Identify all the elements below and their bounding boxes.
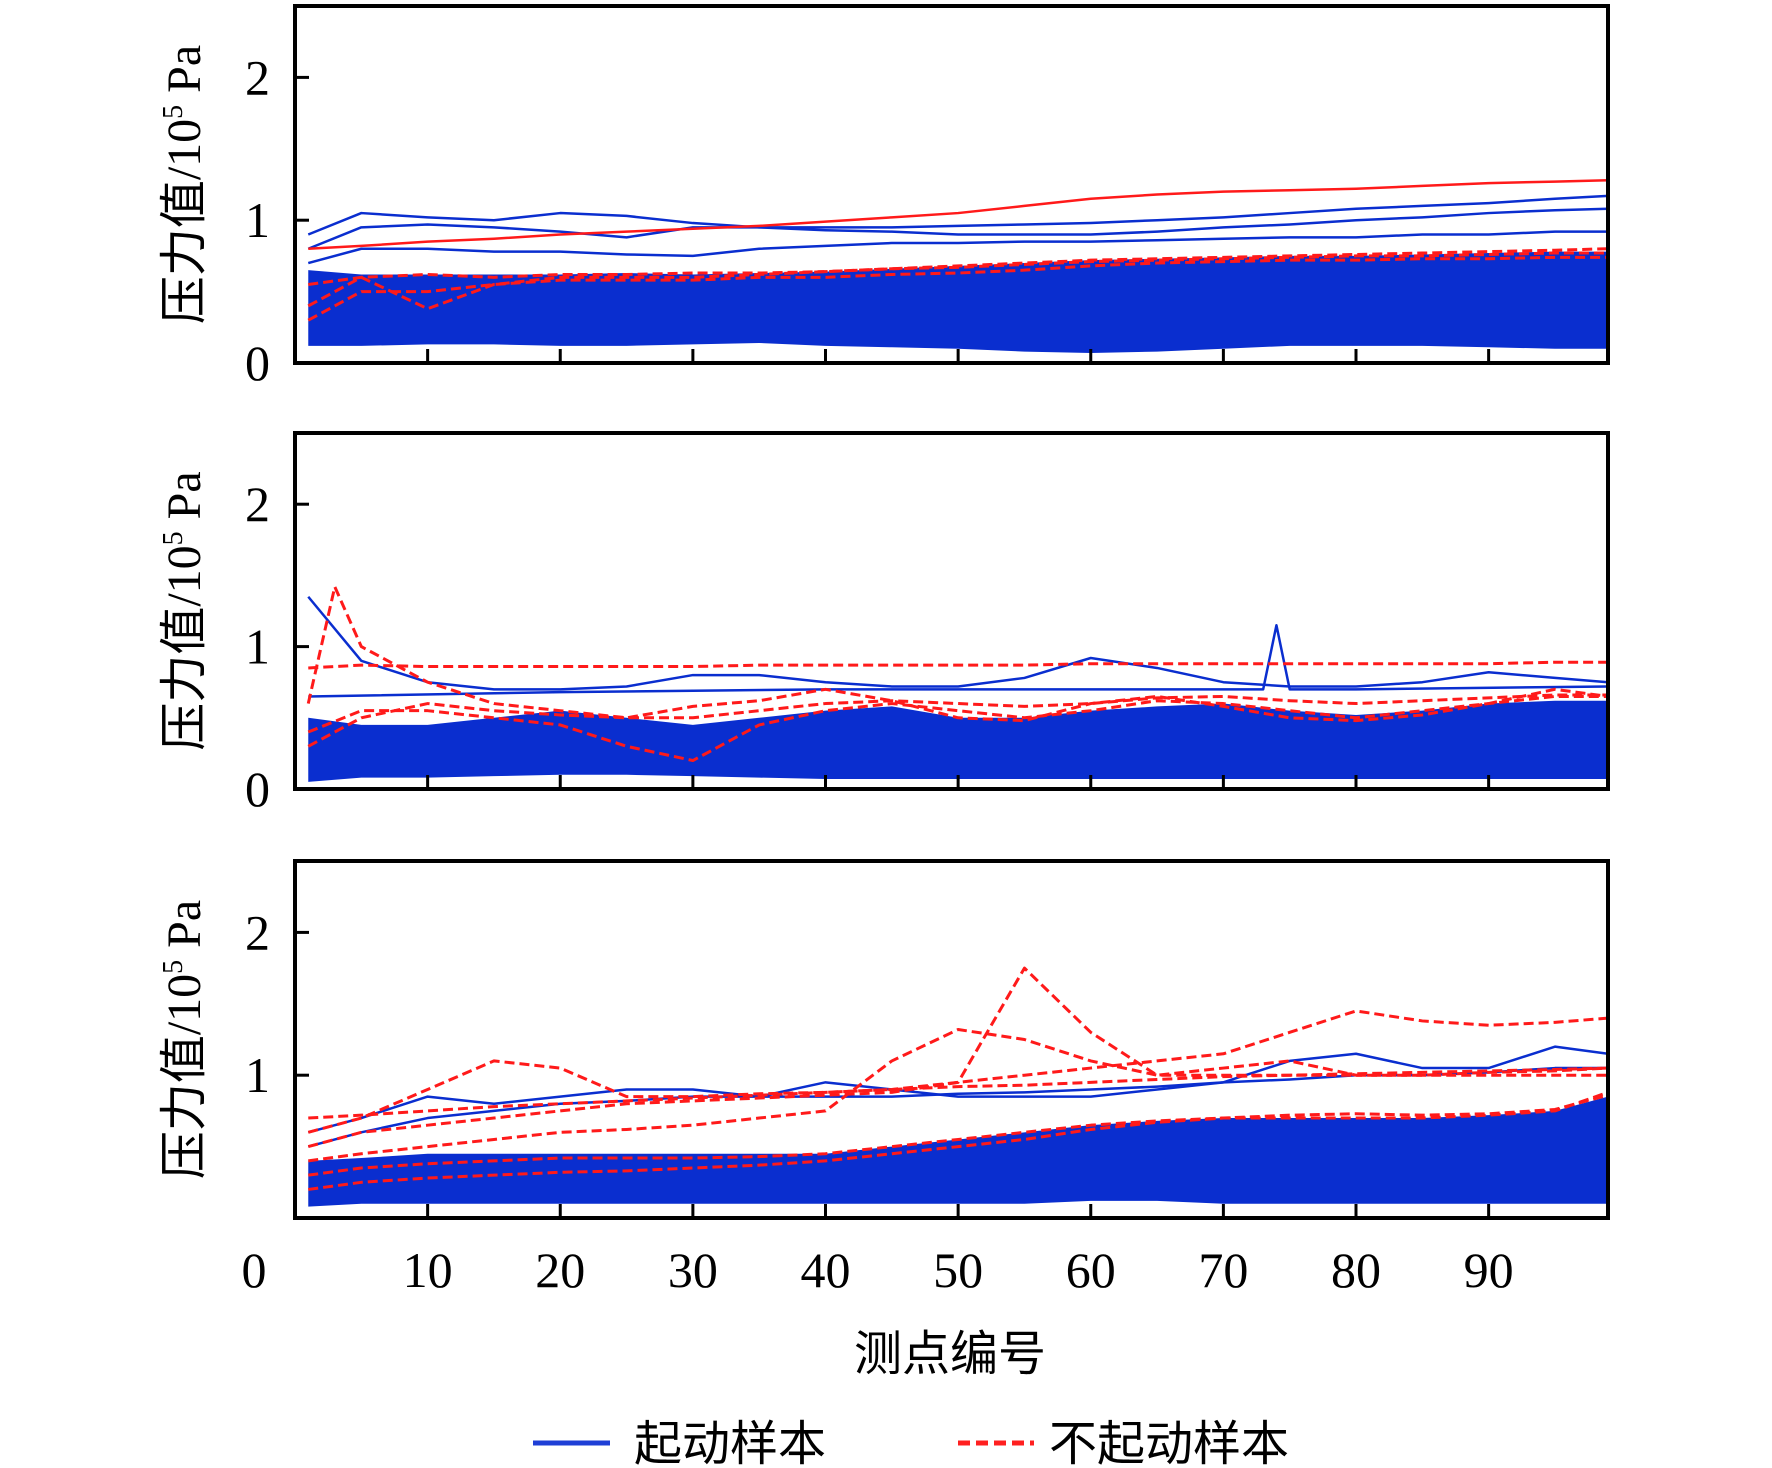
plot-area [306,585,1608,782]
nostart-sample-line [308,178,1608,251]
nostart-sample-line [308,1093,1608,1191]
panels: 0 1 2 压力值/105 Pa 0 1 2 压力值/105 Pa 1 2 压力值/105 Pa [158,4,1610,1220]
y-axis-label: 压力值/105 Pa [158,900,211,1179]
x-tick-label: 10 [403,1242,453,1298]
x-tick-labels: 0 10 20 30 40 50 60 70 80 90 [242,1242,1514,1298]
panel-1: 0 1 2 压力值/105 Pa [158,4,1610,391]
start-sample-line [307,1045,1608,1134]
x-axis-label: 测点编号 [854,1328,1046,1381]
nostart-sample-line [307,693,1608,748]
axes-frame [293,859,1610,1220]
plot-area [307,966,1608,1207]
y-tick-label: 2 [245,476,270,532]
panel-2: 0 1 2 压力值/105 Pa [158,431,1610,817]
start-sample-line [307,595,1608,691]
plot-area [307,178,1608,354]
x-tick-label: 80 [1331,1242,1381,1298]
nostart-sample-line [307,694,1608,763]
y-tick-label: 1 [245,1047,270,1103]
start-sample-band [308,1096,1608,1207]
legend-label-start: 起动样本 [634,1418,826,1468]
legend: 起动样本 不起动样本 [533,1418,1289,1468]
nostart-sample-line [308,660,1608,670]
x-tick-label: 0 [242,1242,267,1298]
nostart-sample-line [308,1090,1608,1177]
start-sample-band [308,700,1608,782]
nostart-sample-line [308,1028,1608,1163]
start-sample-line [307,207,1608,250]
nostart-sample-line [306,585,1608,723]
nostart-sample-line [307,255,1608,322]
x-tick-label: 50 [933,1242,983,1298]
axes-frame [293,4,1610,365]
start-sample-line [307,230,1608,265]
x-tick-label: 70 [1198,1242,1248,1298]
start-sample-line [308,623,1608,698]
x-tick-label: 60 [1066,1242,1116,1298]
start-sample-band [308,251,1608,354]
y-tick-label: 0 [245,761,270,817]
nostart-sample-line [308,1066,1608,1120]
nostart-sample-line [307,966,1608,1149]
y-tick-label: 1 [245,192,270,248]
y-tick-label: 0 [245,335,270,391]
x-tick-label: 90 [1464,1242,1514,1298]
y-axis-label: 压力值/105 Pa [158,45,211,324]
axes-frame [293,431,1610,791]
x-tick-label: 30 [668,1242,718,1298]
y-tick-label: 2 [245,49,270,105]
y-axis-label: 压力值/105 Pa [158,471,211,750]
y-tick-label: 2 [245,904,270,960]
x-tick-label: 20 [535,1242,585,1298]
start-sample-line [307,194,1608,236]
panel-3: 1 2 压力值/105 Pa [158,859,1610,1220]
legend-label-nostart: 不起动样本 [1049,1418,1289,1468]
x-tick-label: 40 [801,1242,851,1298]
y-tick-label: 1 [245,619,270,675]
